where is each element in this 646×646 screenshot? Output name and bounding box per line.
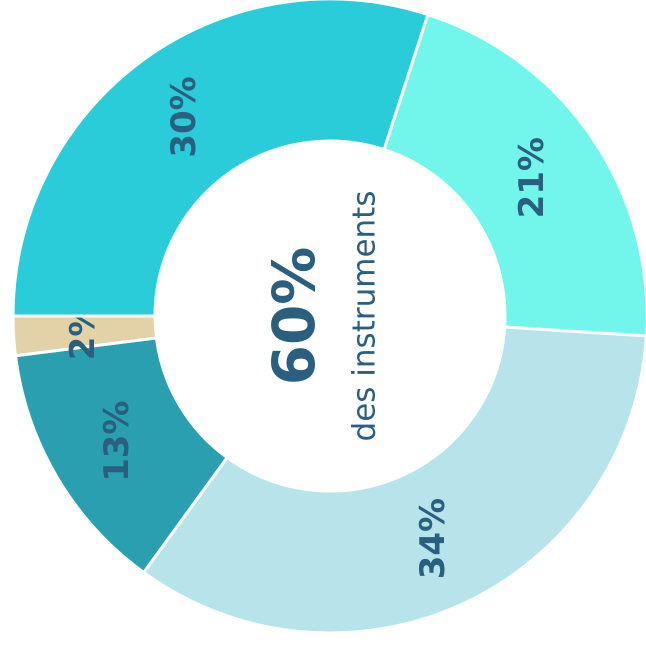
slice: [382, 12, 646, 338]
data-label: 21%: [512, 137, 552, 218]
slice: [141, 325, 646, 635]
center-text: 60% des instruments: [260, 191, 382, 442]
slices: 21%34%13%2%30%: [11, 0, 646, 635]
slice: [13, 336, 230, 575]
data-label: 30%: [164, 76, 204, 157]
center-caption: des instruments: [347, 191, 383, 442]
data-label: 13%: [97, 401, 137, 482]
center-value: 60%: [260, 247, 328, 386]
slice: [11, 0, 430, 318]
data-label: 34%: [413, 498, 453, 579]
